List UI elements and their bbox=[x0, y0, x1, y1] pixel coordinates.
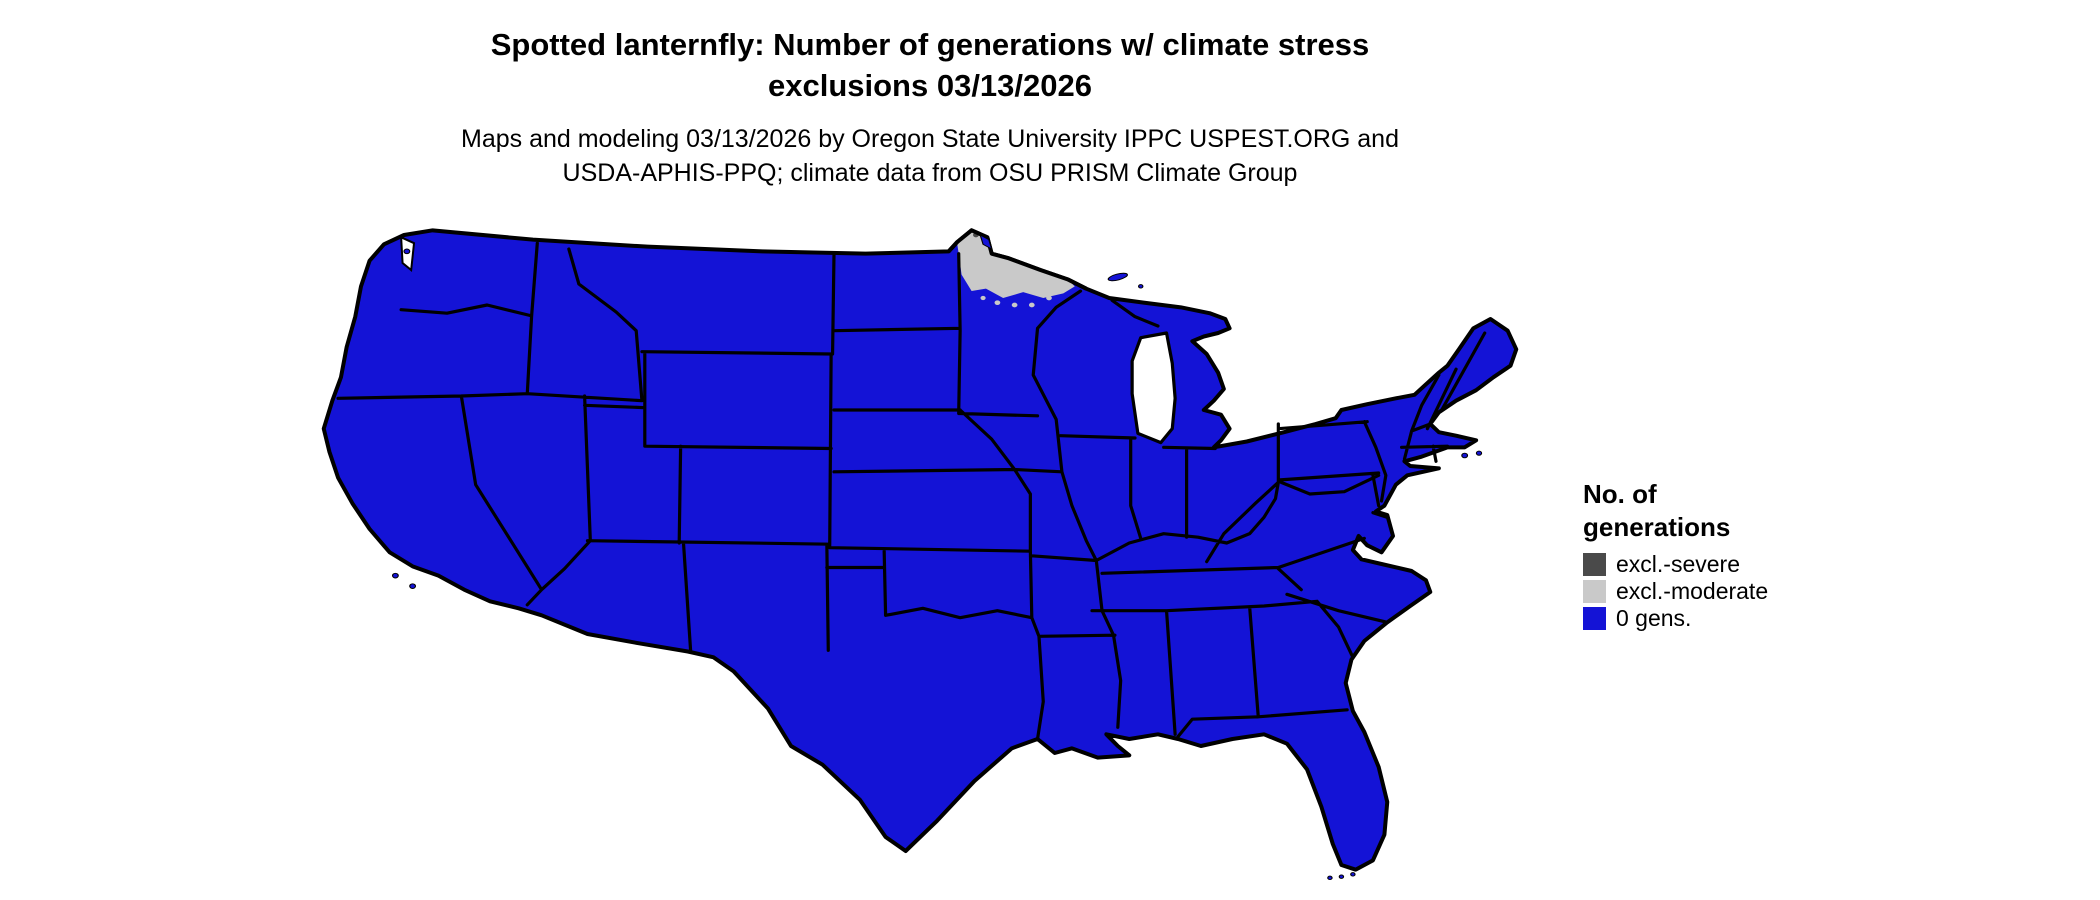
legend-item-excl-moderate: excl.-moderate bbox=[1583, 578, 1769, 604]
lake-superior-speck bbox=[1138, 284, 1144, 289]
massachusetts-island-speck-2 bbox=[1475, 450, 1483, 456]
zero-gens-swatch bbox=[1583, 607, 1606, 630]
lake-michigan bbox=[1132, 333, 1175, 443]
legend-title-line1: No. of bbox=[1583, 479, 1657, 509]
legend: No. of generations excl.-severe excl.-mo… bbox=[1583, 478, 1768, 633]
subtitle-line2: USDA-APHIS-PPQ; climate data from OSU PR… bbox=[562, 159, 1298, 187]
channel-island-speck-1 bbox=[391, 572, 399, 579]
legend-label-excl-moderate: excl.-moderate bbox=[1616, 578, 1769, 604]
excl-moderate-speckles bbox=[980, 288, 1064, 308]
page-title-line1: Spotted lanternfly: Number of generation… bbox=[490, 27, 1370, 62]
header: Spotted lanternfly: Number of generation… bbox=[0, 24, 1860, 190]
legend-item-zero-gens: 0 gens. bbox=[1583, 605, 1768, 631]
us-map bbox=[275, 200, 1565, 881]
island-specks bbox=[391, 233, 1483, 881]
subtitle: Maps and modeling 03/13/2026 by Oregon S… bbox=[0, 122, 1860, 190]
legend-title-line2: generations bbox=[1583, 512, 1731, 542]
excl-moderate-region-minnesota bbox=[957, 231, 1075, 298]
excl-severe-swatch bbox=[1583, 553, 1606, 576]
page-title-line2: exclusions 03/13/2026 bbox=[767, 68, 1092, 103]
legend-label-zero-gens: 0 gens. bbox=[1616, 605, 1692, 631]
florida-keys-speck-2 bbox=[1350, 872, 1356, 877]
channel-island-speck-2 bbox=[409, 583, 417, 589]
isle-royale-speck bbox=[1107, 272, 1128, 282]
florida-keys-speck-3 bbox=[1327, 875, 1333, 881]
excl-moderate-swatch bbox=[1583, 580, 1606, 603]
state-borders bbox=[338, 243, 1485, 739]
legend-items: excl.-severe excl.-moderate 0 gens. bbox=[1583, 551, 1769, 631]
canada-border-overlay bbox=[949, 230, 1087, 288]
florida-keys-speck-1 bbox=[1338, 874, 1345, 879]
lake-of-the-woods-blue-sliver bbox=[979, 233, 993, 251]
massachusetts-island-speck-1 bbox=[1461, 452, 1469, 459]
legend-label-excl-severe: excl.-severe bbox=[1616, 551, 1740, 577]
puget-island-speck bbox=[403, 248, 411, 255]
legend-item-excl-severe: excl.-severe bbox=[1583, 551, 1768, 577]
subtitle-line1: Maps and modeling 03/13/2026 by Oregon S… bbox=[461, 125, 1399, 153]
